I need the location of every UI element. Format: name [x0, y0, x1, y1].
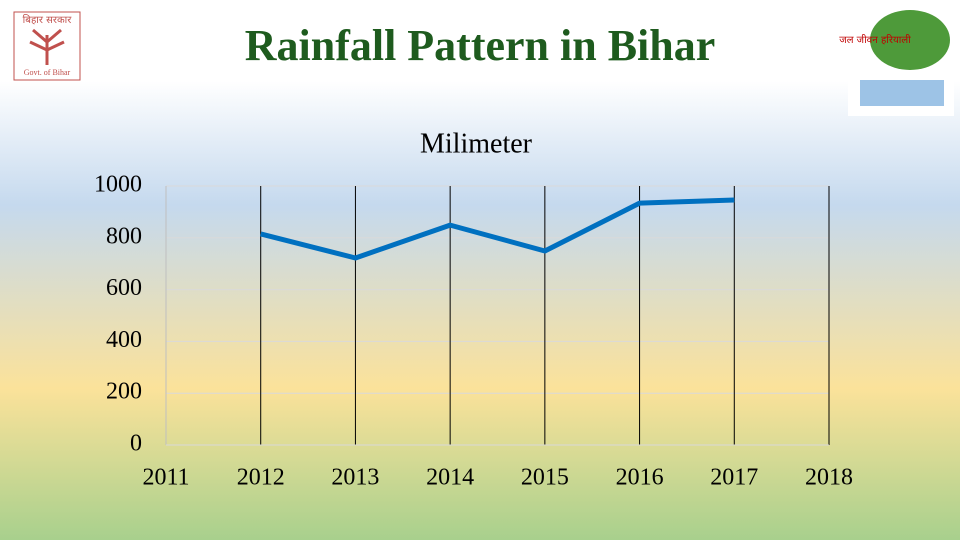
y-tick-label: 200	[106, 379, 142, 405]
logo-tree	[870, 10, 950, 70]
logo-top-text: बिहार सरकार	[23, 14, 73, 26]
plot: 0 200 400 600 800 1000 2011 2012 2013 2014 2015 201…	[94, 172, 853, 491]
y-tick-label: 600	[106, 275, 142, 301]
x-tick-label: 2015	[521, 465, 569, 491]
x-tick-label: 2017	[710, 465, 758, 491]
y-tick-label: 800	[106, 223, 142, 249]
x-tick-label: 2013	[331, 465, 379, 491]
y-tick-label: 1000	[94, 172, 142, 198]
logo-tree	[29, 28, 65, 65]
x-tick-label: 2012	[237, 465, 285, 491]
logo-text: जल जीवन हरियाली	[839, 34, 911, 46]
left-logo: बिहार सरकार Govt. of Bihar	[13, 11, 81, 81]
x-tick-label: 2014	[426, 465, 474, 491]
slide-title: Rainfall Pattern in Bihar	[245, 21, 716, 70]
chart-title: Milimeter	[420, 128, 533, 159]
x-tick-label: 2018	[805, 465, 853, 491]
x-tick-label: 2011	[142, 465, 189, 491]
x-tick-label: 2016	[616, 465, 664, 491]
y-tick-label: 0	[130, 431, 142, 457]
y-tick-label: 400	[106, 327, 142, 353]
data-line	[260, 197, 735, 261]
right-logo: जल जीवन हरियाली	[839, 6, 954, 116]
logo-water	[860, 80, 944, 106]
logo-bottom-text: Govt. of Bihar	[24, 68, 71, 77]
